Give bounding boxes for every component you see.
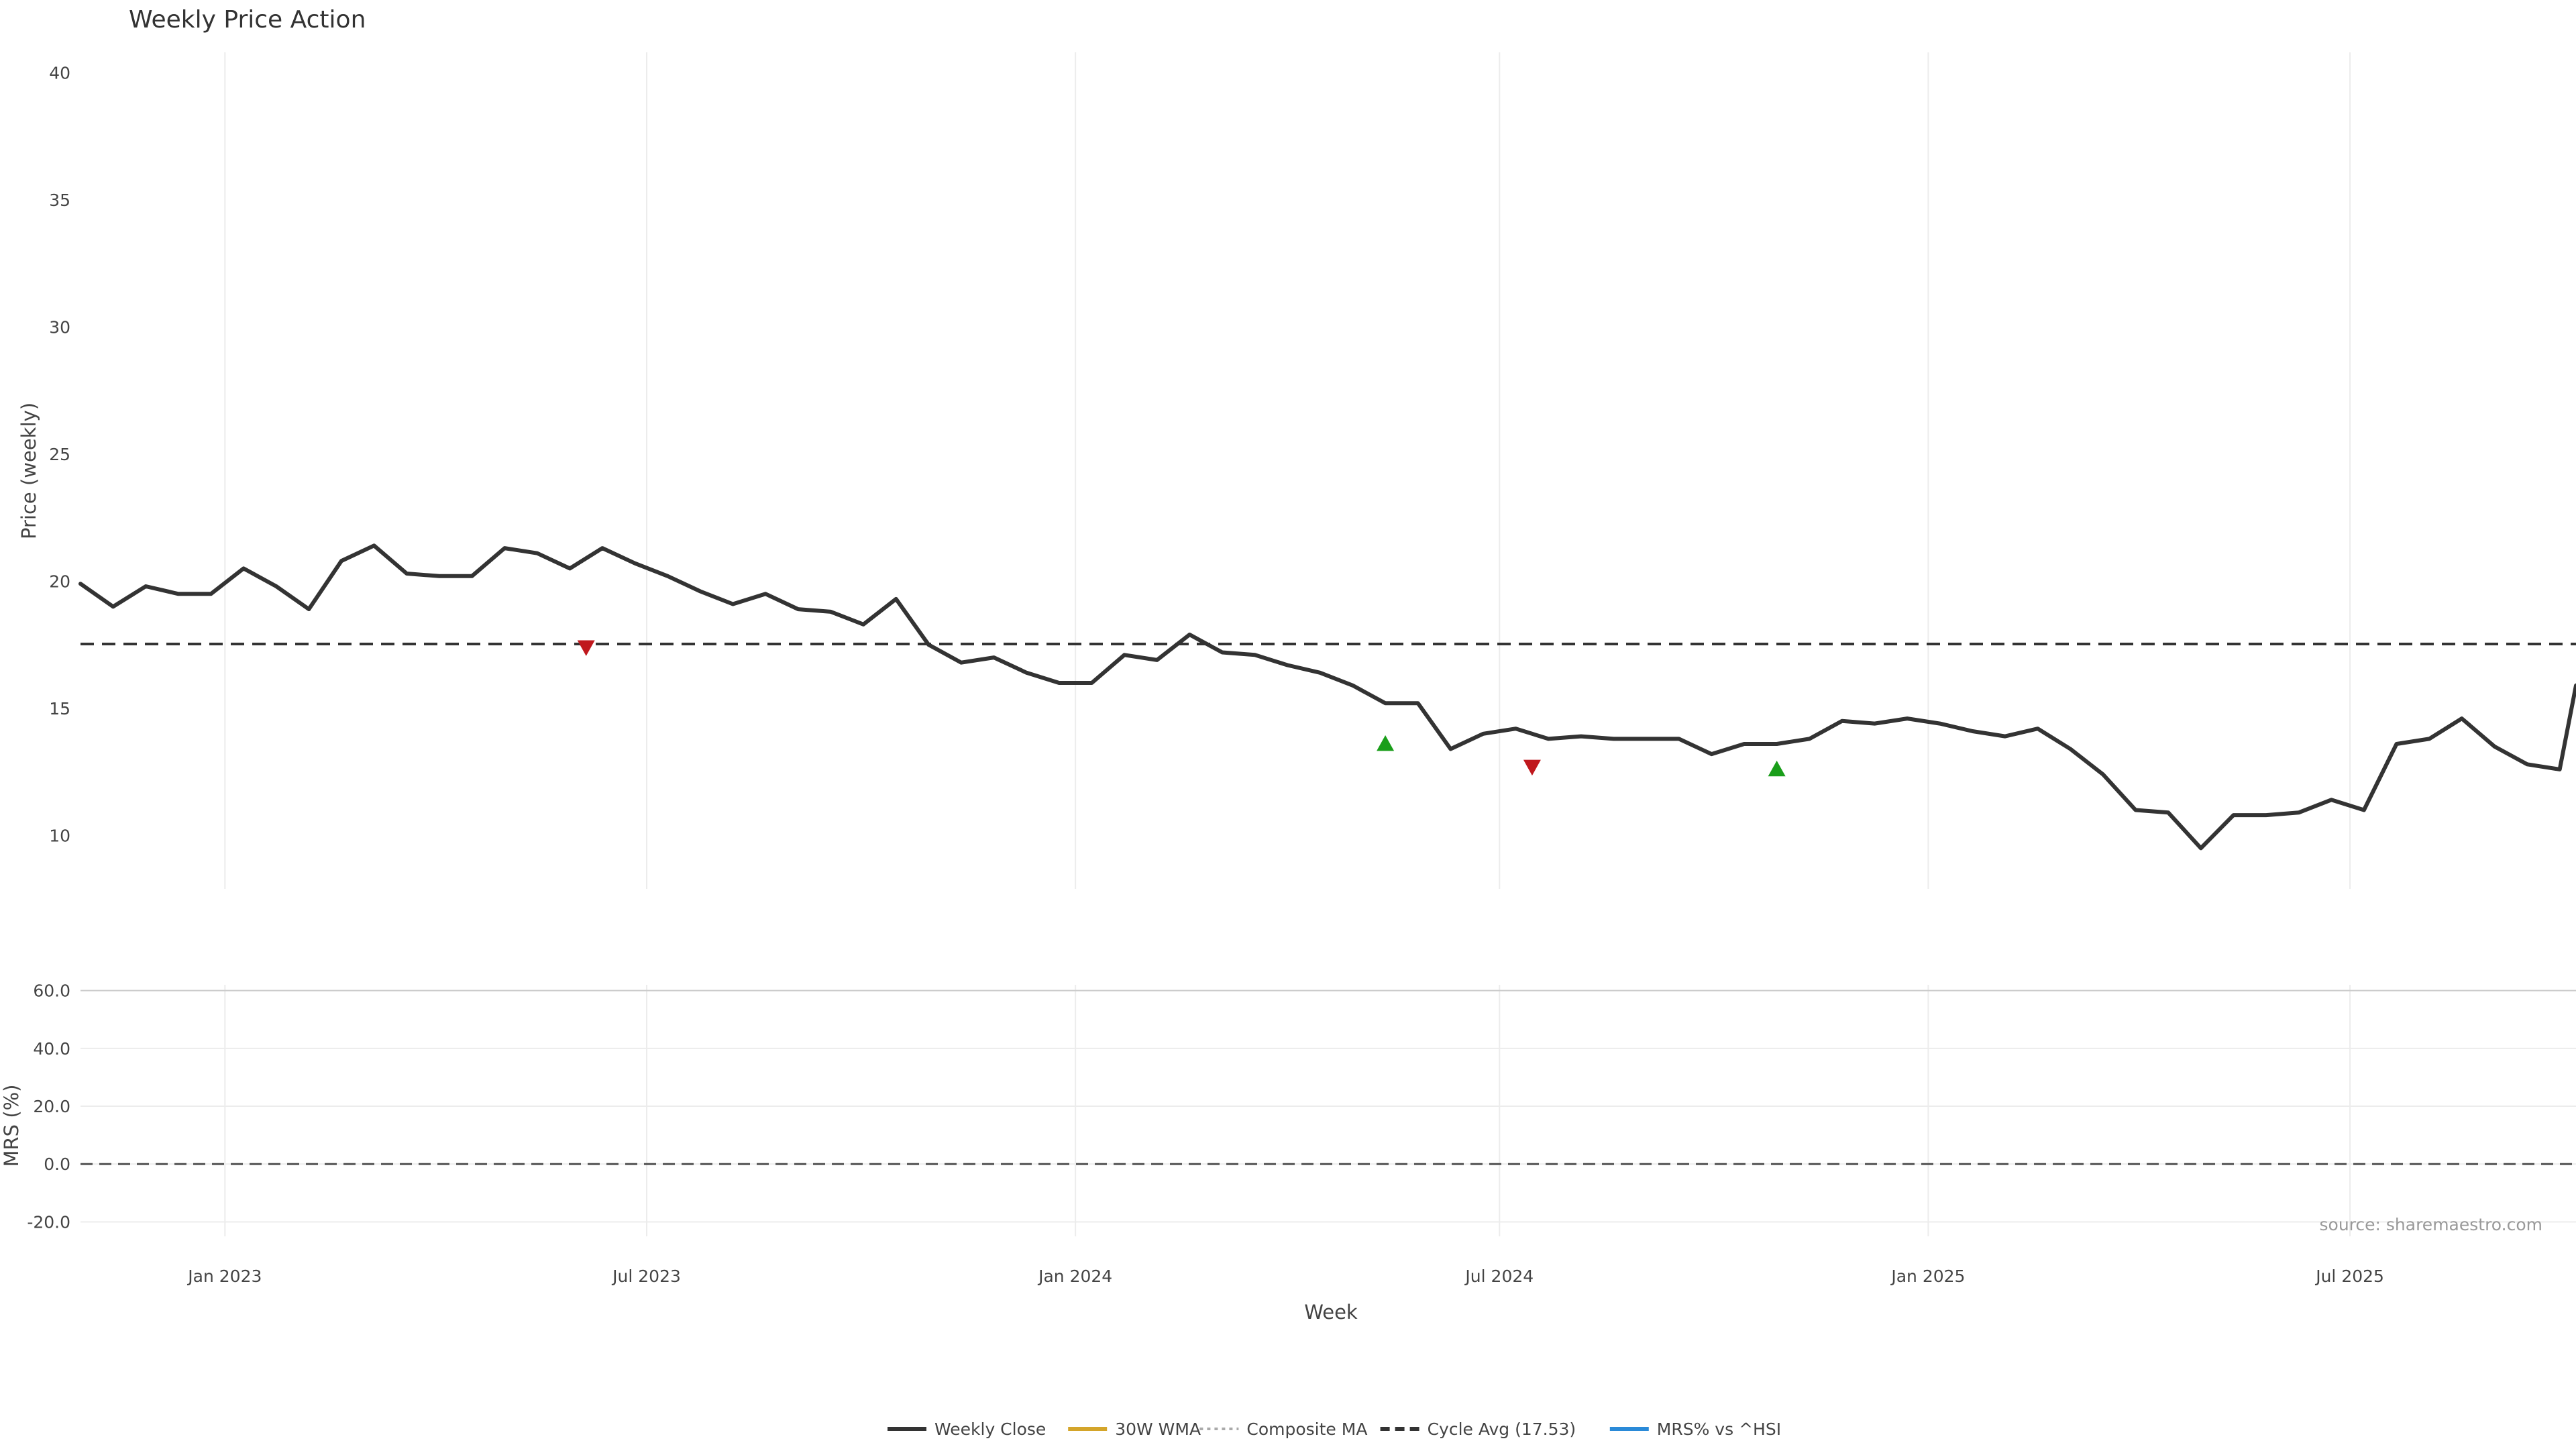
price-y-axis-label: Price (weekly) bbox=[17, 402, 40, 539]
mrs-gridlines bbox=[80, 985, 2576, 1236]
x-tick-label: Jan 2025 bbox=[1890, 1267, 1965, 1286]
x-tick-label: Jul 2025 bbox=[2314, 1267, 2384, 1286]
x-tick-label: Jan 2024 bbox=[1037, 1267, 1112, 1286]
x-axis-label: Week bbox=[1304, 1301, 1358, 1324]
buy-signal-marker bbox=[1768, 760, 1786, 777]
sell-signal-marker bbox=[577, 640, 595, 656]
weekly-close-line bbox=[78, 543, 2576, 851]
x-tick-label: Jan 2023 bbox=[186, 1267, 262, 1286]
price-y-tick-label: 10 bbox=[49, 826, 70, 845]
price-y-tick-label: 15 bbox=[49, 699, 70, 718]
mrs-y-ticks: -20.0 0.0 20.0 40.0 60.0 bbox=[27, 981, 70, 1232]
price-panel: 10 15 20 25 30 35 40 Weekly Price Action Price… bbox=[17, 6, 2576, 889]
mrs-y-axis-label: MRS (%) bbox=[0, 1085, 23, 1167]
x-axis-ticks: Jan 2023 Jul 2023 Jan 2024 Jul 2024 Jan 2025… bbox=[186, 1267, 2384, 1286]
x-tick-label: Jul 2023 bbox=[611, 1267, 681, 1286]
price-y-ticks: 10 15 20 25 30 35 40 bbox=[49, 63, 70, 845]
source-annotation: source: sharemaestro.com bbox=[2320, 1215, 2543, 1234]
buy-signal-marker bbox=[1377, 735, 1395, 751]
price-y-tick-label: 30 bbox=[49, 317, 70, 337]
price-y-tick-label: 20 bbox=[49, 572, 70, 591]
price-y-tick-label: 40 bbox=[49, 63, 70, 83]
legend-label: Weekly Close bbox=[934, 1419, 1046, 1439]
price-series bbox=[78, 543, 2576, 851]
legend: Weekly Close 30W WMA Composite MA Cycle Avg… bbox=[888, 1419, 1781, 1439]
mrs-y-tick-label: 0.0 bbox=[44, 1155, 70, 1174]
mrs-y-tick-label: -20.0 bbox=[27, 1212, 70, 1232]
mrs-panel: -20.00.020.040.060.0 Jan 2023 Jul 2023 Jan… bbox=[0, 981, 2576, 1324]
legend-label: MRS% vs ^HSI bbox=[1657, 1419, 1781, 1439]
price-y-tick-label: 25 bbox=[49, 445, 70, 464]
legend-label: Cycle Avg (17.53) bbox=[1428, 1419, 1576, 1439]
mrs-y-tick-label: 40.0 bbox=[33, 1039, 70, 1059]
price-gridlines bbox=[224, 52, 2351, 889]
signal-markers bbox=[577, 640, 1786, 777]
sell-signal-marker bbox=[1523, 759, 1541, 776]
legend-label: 30W WMA bbox=[1115, 1419, 1201, 1439]
mrs-y-tick-label: 20.0 bbox=[33, 1097, 70, 1116]
price-y-tick-label: 35 bbox=[49, 191, 70, 210]
mrs-y-tick-label: 60.0 bbox=[33, 981, 70, 1001]
x-tick-label: Jul 2024 bbox=[1464, 1267, 1534, 1286]
legend-label: Composite MA bbox=[1246, 1419, 1367, 1439]
chart-title: Weekly Price Action bbox=[129, 6, 366, 34]
